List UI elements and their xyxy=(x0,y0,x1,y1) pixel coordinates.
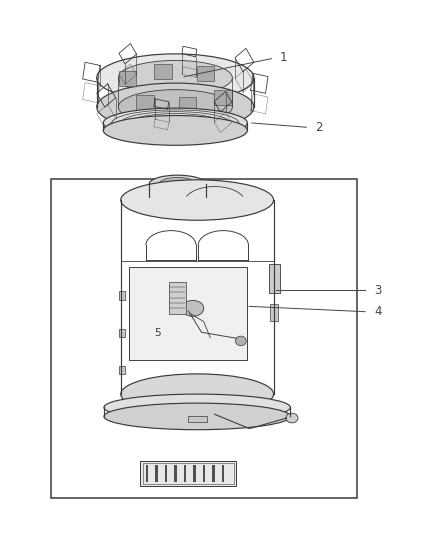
Ellipse shape xyxy=(162,184,170,191)
Bar xyxy=(203,465,205,482)
Ellipse shape xyxy=(97,54,254,102)
Ellipse shape xyxy=(149,175,206,193)
Bar xyxy=(129,266,247,360)
Bar xyxy=(184,465,186,482)
Ellipse shape xyxy=(103,108,247,138)
Bar xyxy=(120,366,125,374)
Ellipse shape xyxy=(97,83,254,131)
Bar xyxy=(120,292,125,300)
Bar xyxy=(193,465,196,482)
Text: 5: 5 xyxy=(155,328,161,338)
Bar xyxy=(165,465,167,482)
Text: 1: 1 xyxy=(280,51,288,64)
Ellipse shape xyxy=(159,177,196,191)
Ellipse shape xyxy=(182,301,204,317)
Ellipse shape xyxy=(121,374,274,414)
Bar xyxy=(174,465,177,482)
Bar xyxy=(136,95,154,110)
Bar xyxy=(269,264,280,293)
Bar xyxy=(270,304,278,321)
Text: 2: 2 xyxy=(315,120,322,134)
Ellipse shape xyxy=(104,394,290,421)
Bar xyxy=(179,98,196,112)
Bar xyxy=(146,465,148,482)
Text: 3: 3 xyxy=(374,284,381,297)
Bar xyxy=(155,465,158,482)
Bar xyxy=(51,179,357,498)
Bar xyxy=(169,282,186,314)
Bar xyxy=(187,416,207,422)
Bar xyxy=(119,71,136,86)
Bar xyxy=(222,465,224,482)
Ellipse shape xyxy=(118,60,232,95)
Text: 4: 4 xyxy=(374,305,381,318)
Bar xyxy=(214,90,232,104)
Ellipse shape xyxy=(149,189,206,206)
Ellipse shape xyxy=(118,90,232,124)
Bar xyxy=(197,66,215,81)
Ellipse shape xyxy=(104,403,290,430)
Ellipse shape xyxy=(235,336,246,346)
Bar xyxy=(154,64,172,79)
Bar xyxy=(212,465,215,482)
Bar xyxy=(143,463,234,484)
Bar xyxy=(120,329,125,337)
Ellipse shape xyxy=(121,180,274,220)
Ellipse shape xyxy=(103,116,247,146)
Bar xyxy=(141,461,237,486)
Ellipse shape xyxy=(286,413,298,423)
